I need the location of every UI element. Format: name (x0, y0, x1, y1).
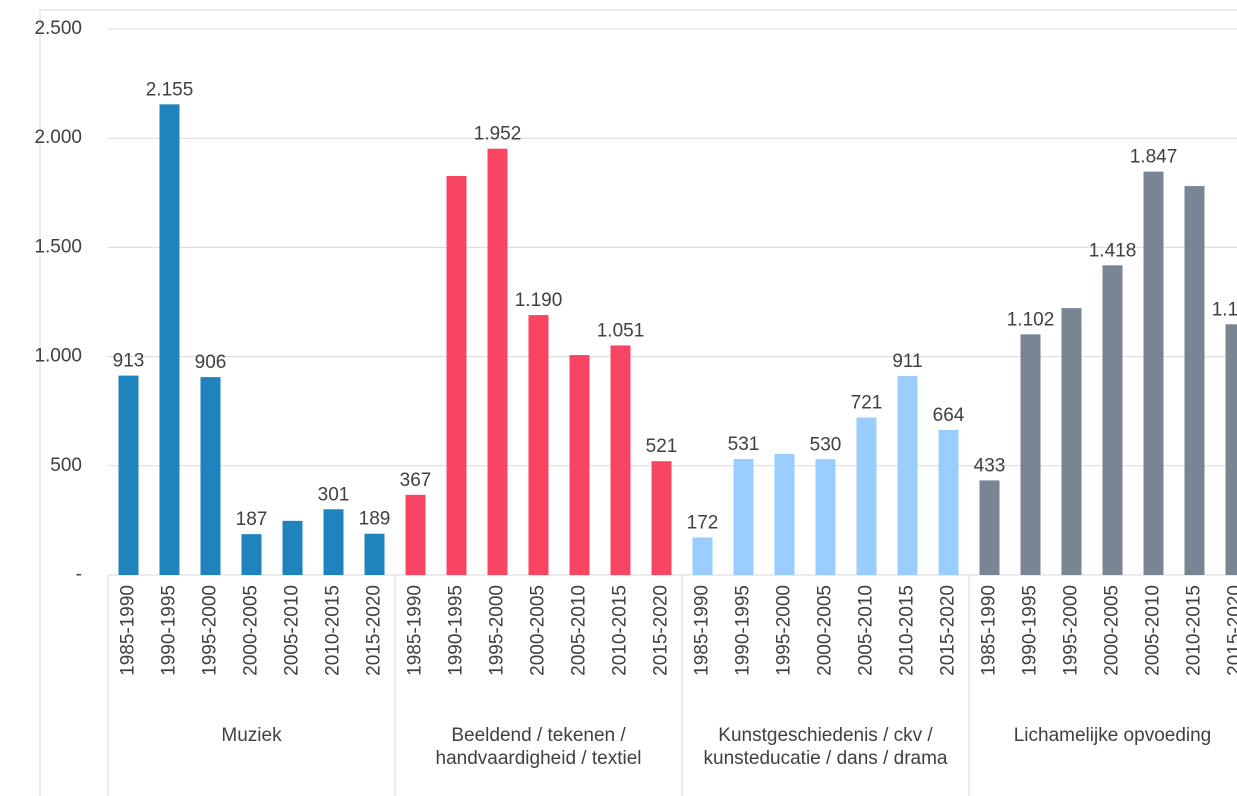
x-tick-label: 1990-1995 (159, 585, 180, 676)
data-label: 172 (687, 512, 719, 533)
bar (733, 459, 754, 575)
bar (528, 315, 549, 575)
data-label: 911 (892, 351, 922, 372)
x-tick-label: 2010-2015 (323, 585, 344, 676)
x-tick-label: 2005-2010 (1143, 585, 1164, 676)
x-tick-label: 2010-2015 (610, 585, 631, 676)
data-label: 2.155 (146, 79, 194, 100)
x-tick-label: 2005-2010 (569, 585, 590, 676)
bar (200, 377, 221, 575)
bar (487, 148, 508, 575)
x-tick-label: 1985-1990 (692, 585, 713, 676)
bar (446, 175, 467, 575)
data-label: 664 (933, 405, 965, 426)
bar (323, 509, 344, 575)
data-label: 189 (359, 509, 391, 530)
bar (1102, 265, 1123, 575)
bar (774, 454, 795, 575)
x-tick-label: 2015-2020 (651, 585, 672, 676)
x-tick-label: 2000-2005 (815, 585, 836, 676)
bar (897, 376, 918, 575)
bar (118, 375, 139, 575)
bar (241, 534, 262, 575)
data-label: 721 (851, 393, 883, 414)
data-label: 1.190 (515, 290, 563, 311)
bar (1225, 324, 1237, 575)
bar (1061, 308, 1082, 575)
bar (610, 345, 631, 575)
data-label: 521 (646, 436, 678, 457)
x-tick-label: 1990-1995 (446, 585, 467, 676)
x-tick-label: 2015-2020 (938, 585, 959, 676)
data-label: 1.148 (1212, 299, 1237, 320)
bar (692, 537, 713, 575)
group-label: Lichamelijke opvoeding (1013, 725, 1212, 746)
bar (856, 417, 877, 575)
x-tick-label: 1985-1990 (118, 585, 139, 676)
data-label: 187 (236, 509, 268, 530)
x-tick-label: 2015-2020 (1225, 585, 1237, 676)
x-tick-label: 2000-2005 (528, 585, 549, 676)
data-label: 1.418 (1089, 240, 1137, 261)
bar (1184, 186, 1205, 575)
group-label: Kunstgeschiedenis / ckv / kunsteducatie … (703, 725, 948, 769)
x-tick-label: 2000-2005 (1102, 585, 1123, 676)
data-label: 301 (318, 484, 350, 505)
x-tick-label: 1995-2000 (1061, 585, 1082, 676)
x-tick-label: 1995-2000 (774, 585, 795, 676)
y-tick-label: 2.500 (34, 18, 82, 39)
data-label: 1.051 (597, 320, 645, 341)
bar (938, 429, 959, 575)
data-label: 530 (810, 434, 842, 455)
data-label: 433 (974, 455, 1006, 476)
bar (651, 461, 672, 575)
x-tick-label: 1990-1995 (1020, 585, 1041, 676)
x-tick-label: 1985-1990 (979, 585, 1000, 676)
bar (979, 480, 1000, 575)
bar (1020, 334, 1041, 575)
x-tick-label: 2000-2005 (241, 585, 262, 676)
x-tick-label: 1995-2000 (200, 585, 221, 676)
bar (815, 459, 836, 575)
bar (569, 355, 590, 575)
x-tick-label: 1995-2000 (487, 585, 508, 676)
y-tick-label: 1.000 (34, 346, 82, 367)
group-label: Beeldend / tekenen / handvaardigheid / t… (435, 725, 642, 769)
x-tick-label: 2010-2015 (897, 585, 918, 676)
bar (405, 494, 426, 575)
data-label: 531 (728, 434, 760, 455)
bar (1143, 171, 1164, 575)
x-tick-label: 2005-2010 (282, 585, 303, 676)
y-tick-label: 500 (50, 455, 82, 476)
data-label: 1.847 (1130, 147, 1178, 168)
data-label: 367 (400, 470, 432, 491)
data-label: 913 (113, 351, 145, 372)
y-tick-label: - (76, 564, 82, 585)
data-label: 906 (195, 352, 227, 373)
x-tick-label: 2005-2010 (856, 585, 877, 676)
x-tick-label: 2015-2020 (364, 585, 385, 676)
bar (364, 533, 385, 575)
y-tick-label: 1.500 (34, 236, 82, 257)
group-label: Muziek (221, 725, 282, 746)
x-tick-label: 1985-1990 (405, 585, 426, 676)
x-tick-label: 2010-2015 (1184, 585, 1205, 676)
bar (282, 520, 303, 575)
y-tick-label: 2.000 (34, 127, 82, 148)
data-label: 1.952 (474, 124, 522, 145)
bar (159, 104, 180, 576)
data-label: 1.102 (1007, 309, 1055, 330)
x-tick-label: 1990-1995 (733, 585, 754, 676)
